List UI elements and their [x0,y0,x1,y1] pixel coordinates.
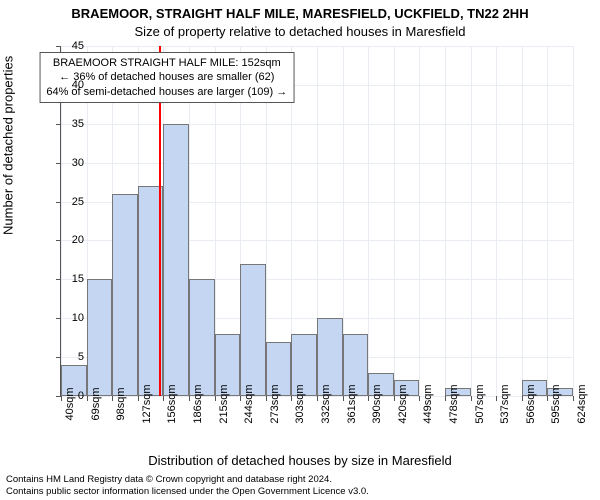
ytick-label: 40 [56,79,84,91]
gridline-v [522,46,523,396]
gridline-v [445,46,446,396]
histogram-figure: BRAEMOOR, STRAIGHT HALF MILE, MARESFIELD… [0,0,600,500]
xtick-label: 361sqm [346,384,358,423]
xtick-mark [573,396,574,401]
plot-area: BRAEMOOR STRAIGHT HALF MILE: 152sqm← 36%… [60,46,573,397]
xtick-mark [445,396,446,401]
xtick-mark [343,396,344,401]
ytick-label: 30 [56,157,84,169]
xtick-mark [112,396,113,401]
ytick-label: 45 [56,40,84,52]
gridline-v [496,46,497,396]
xtick-label: 244sqm [243,384,255,423]
xtick-label: 595sqm [550,384,562,423]
gridline-v [471,46,472,396]
histogram-bar [189,279,215,396]
ytick-label: 20 [56,234,84,246]
xtick-mark [471,396,472,401]
xtick-label: 537sqm [499,384,511,423]
xtick-mark [163,396,164,401]
xtick-mark [138,396,139,401]
chart-title: BRAEMOOR, STRAIGHT HALF MILE, MARESFIELD… [0,6,600,21]
xtick-label: 273sqm [269,384,281,423]
xtick-label: 40sqm [64,387,76,420]
xtick-mark [240,396,241,401]
xtick-label: 507sqm [474,384,486,423]
xtick-label: 156sqm [166,384,178,423]
chart-subtitle: Size of property relative to detached ho… [0,24,600,39]
xtick-label: 332sqm [320,384,332,423]
xtick-mark [291,396,292,401]
xtick-label: 69sqm [90,387,102,420]
xtick-label: 186sqm [192,384,204,423]
xtick-label: 127sqm [141,384,153,423]
xtick-label: 449sqm [422,384,434,423]
subject-annotation: BRAEMOOR STRAIGHT HALF MILE: 152sqm← 36%… [39,52,294,103]
ytick-label: 5 [56,351,84,363]
gridline-v [368,46,369,396]
annot-line-1: BRAEMOOR STRAIGHT HALF MILE: 152sqm [46,56,287,70]
attribution-footer: Contains HM Land Registry data © Crown c… [6,474,369,498]
gridline-v [394,46,395,396]
histogram-bar [163,124,189,396]
ytick-label: 10 [56,312,84,324]
xtick-mark [394,396,395,401]
xtick-label: 420sqm [397,384,409,423]
xtick-mark [547,396,548,401]
histogram-bar [240,264,266,396]
gridline-v [573,46,574,396]
xtick-mark [87,396,88,401]
xtick-label: 390sqm [371,384,383,423]
ytick-label: 35 [56,118,84,130]
xtick-label: 566sqm [525,384,537,423]
histogram-bar [87,279,113,396]
xtick-label: 478sqm [448,384,460,423]
gridline-v [419,46,420,396]
xtick-mark [215,396,216,401]
xtick-mark [189,396,190,401]
histogram-bar [112,194,138,396]
xtick-mark [266,396,267,401]
xtick-label: 303sqm [294,384,306,423]
xtick-mark [522,396,523,401]
footer-line-2: Contains public sector information licen… [6,486,369,498]
ytick-label: 25 [56,196,84,208]
xtick-label: 98sqm [115,387,127,420]
footer-line-1: Contains HM Land Registry data © Crown c… [6,474,369,486]
xtick-label: 215sqm [218,384,230,423]
xtick-mark [368,396,369,401]
ytick-label: 15 [56,273,84,285]
y-axis-label: Number of detached properties [1,56,16,235]
x-axis-label: Distribution of detached houses by size … [0,453,600,468]
xtick-label: 624sqm [576,384,588,423]
xtick-mark [419,396,420,401]
xtick-mark [317,396,318,401]
gridline-v [547,46,548,396]
xtick-mark [496,396,497,401]
